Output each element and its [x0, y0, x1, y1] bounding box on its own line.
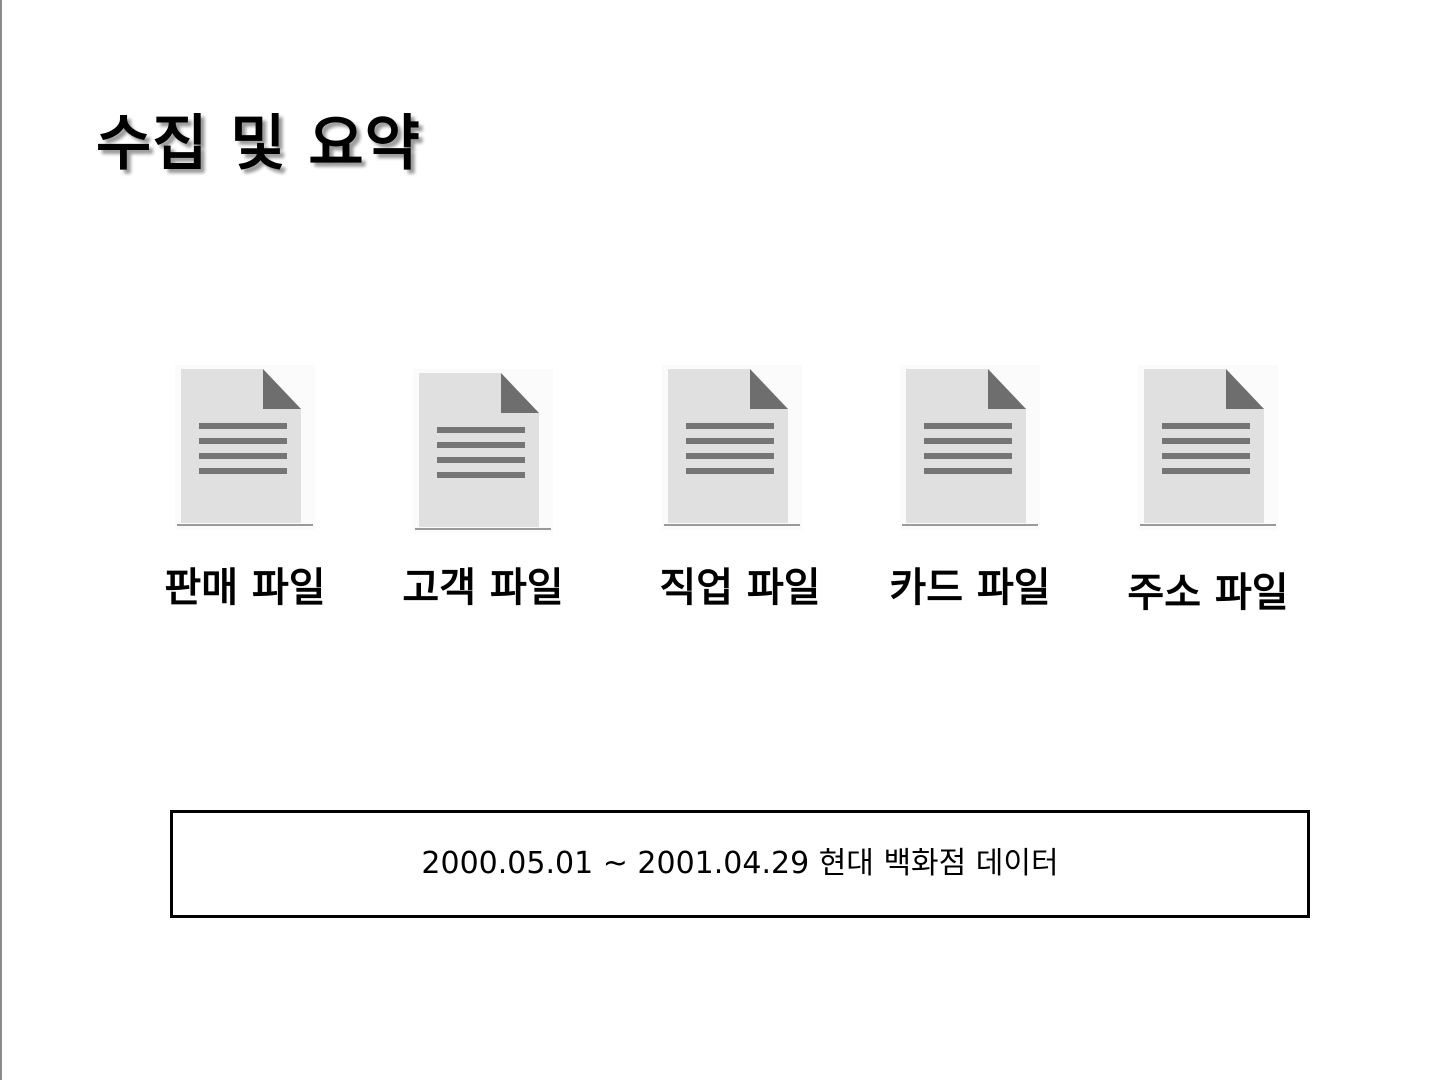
file-item-address: 주소 파일 — [1088, 365, 1328, 625]
document-icon — [175, 365, 315, 530]
document-icon — [900, 365, 1040, 530]
file-label: 직업 파일 — [659, 565, 821, 611]
file-label: 고객 파일 — [402, 565, 564, 611]
file-label: 판매 파일 — [164, 565, 326, 611]
slide-title: 수집 및 요약 — [96, 109, 421, 179]
file-item-occupation: 직업 파일 — [620, 365, 860, 625]
data-period-box: 2000.05.01 ~ 2001.04.29 현대 백화점 데이터 — [170, 810, 1310, 918]
document-icon — [1138, 365, 1278, 530]
file-item-sales: 판매 파일 — [125, 365, 365, 625]
slide-left-border — [0, 0, 2, 1080]
file-item-customer: 고객 파일 — [363, 365, 603, 625]
file-label: 주소 파일 — [1127, 570, 1289, 616]
file-label: 카드 파일 — [889, 565, 1051, 611]
document-icon — [662, 365, 802, 530]
file-item-card: 카드 파일 — [850, 365, 1090, 625]
document-icon — [413, 369, 553, 534]
data-period-text: 2000.05.01 ~ 2001.04.29 현대 백화점 데이터 — [421, 846, 1059, 881]
